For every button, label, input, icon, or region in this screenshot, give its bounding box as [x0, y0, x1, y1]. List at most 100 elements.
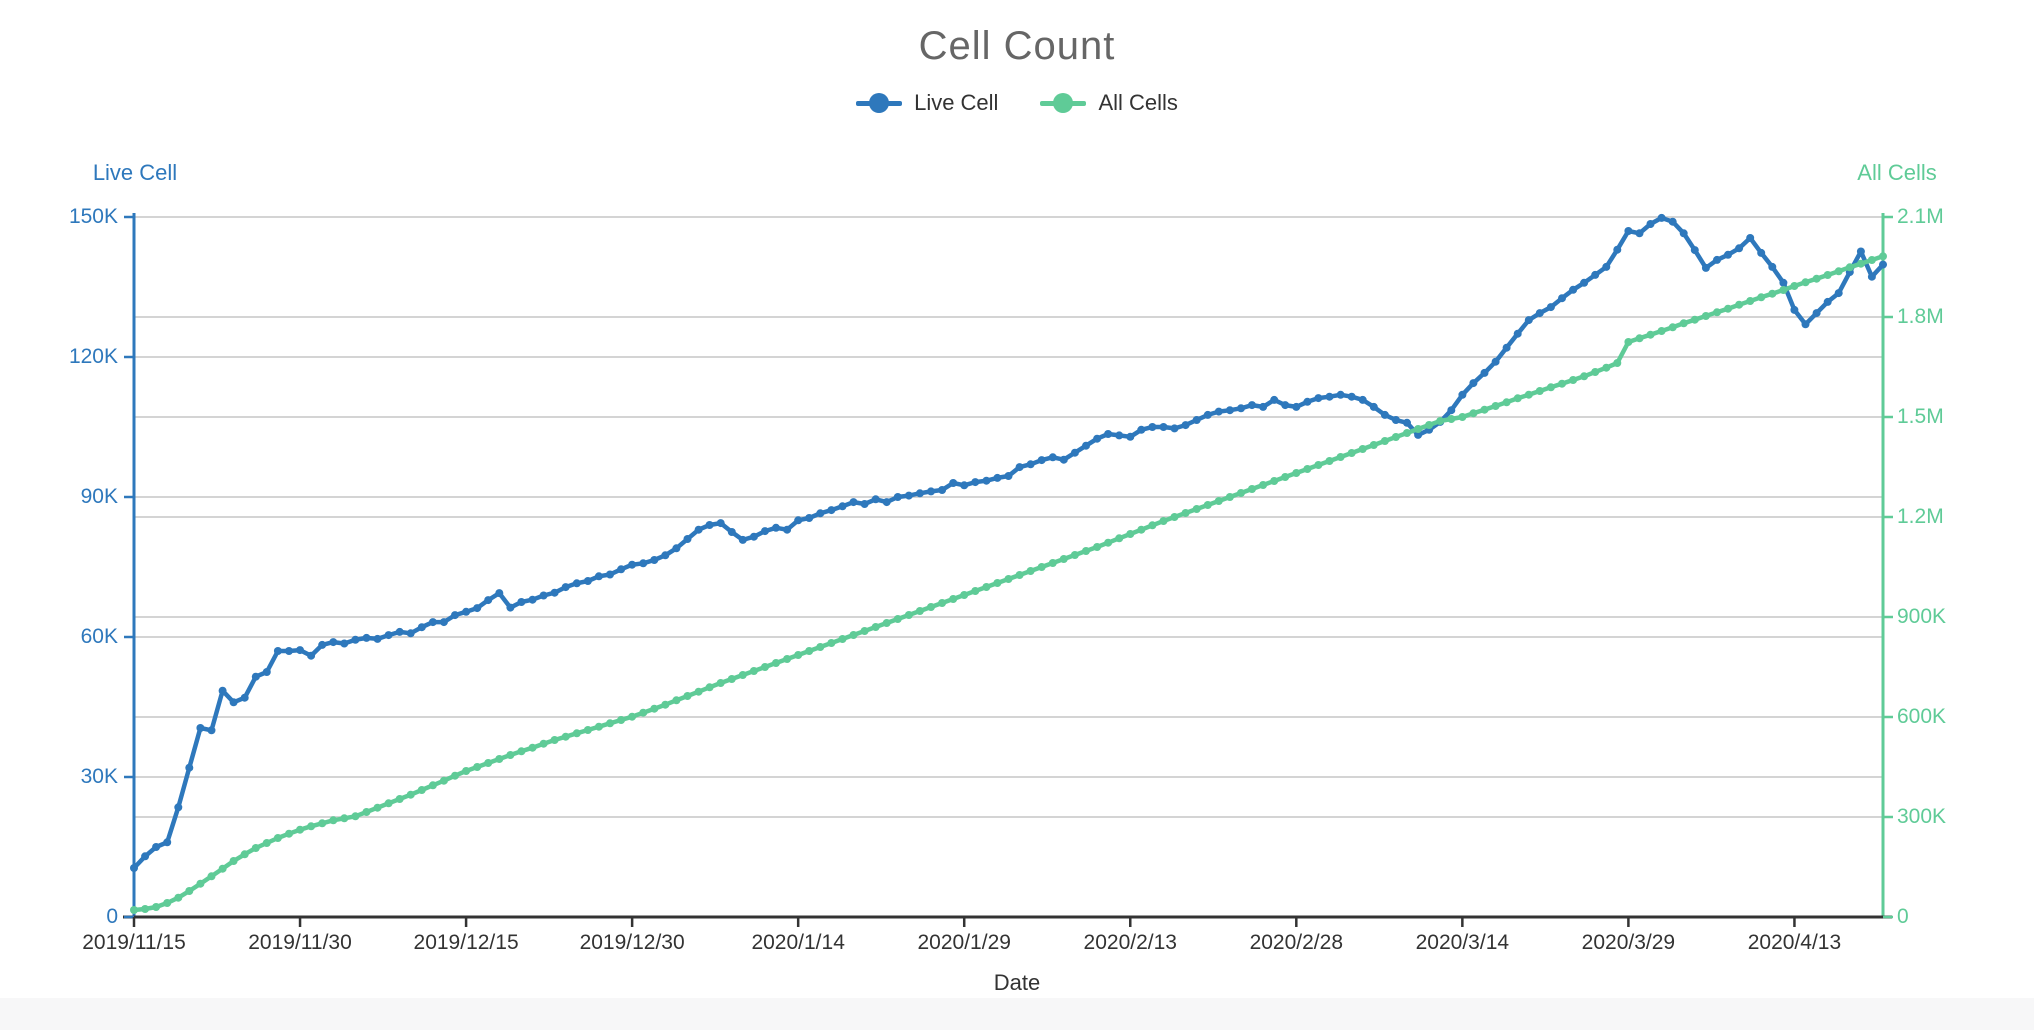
series-point — [838, 635, 847, 643]
series-point — [251, 844, 260, 852]
series-point — [1225, 493, 1234, 501]
series-point — [207, 872, 216, 881]
series-point — [1646, 330, 1655, 339]
series-point — [1237, 489, 1245, 497]
series-point — [1768, 262, 1777, 271]
series-point — [1591, 270, 1600, 279]
series-point — [849, 498, 858, 507]
series-point — [1480, 368, 1489, 377]
series-point — [539, 739, 548, 748]
series-point — [163, 899, 172, 907]
series-point — [993, 473, 1002, 482]
series-point — [130, 906, 138, 914]
series-point — [1502, 343, 1511, 352]
series-point — [628, 560, 637, 569]
series-point — [141, 852, 150, 861]
series-point — [1657, 327, 1666, 335]
series-point — [174, 803, 183, 812]
series-point — [1248, 401, 1256, 410]
series-point — [451, 611, 459, 620]
series-point — [617, 716, 626, 724]
legend-item-all-cells[interactable]: All Cells — [1040, 90, 1178, 116]
left-axis-tick-label: 30K — [80, 765, 118, 788]
series-point — [672, 544, 681, 553]
series-point — [727, 528, 736, 536]
series-point — [849, 631, 858, 639]
series-point — [296, 646, 304, 655]
series-point — [1303, 465, 1312, 473]
series-point — [1015, 463, 1024, 472]
series-point — [1790, 282, 1799, 290]
right-axis-tick-label: 300K — [1897, 805, 1947, 828]
series-point — [1845, 263, 1854, 272]
series-line-live-cell — [131, 215, 1886, 871]
series-point — [1801, 320, 1810, 329]
series-point — [218, 686, 227, 695]
series-point — [982, 476, 991, 485]
series-point — [1026, 567, 1035, 575]
x-axis-tick-label: 2019/11/15 — [82, 931, 186, 954]
series-point — [1369, 402, 1378, 411]
series-point — [927, 487, 935, 496]
series-point — [650, 704, 659, 713]
series-point — [1181, 509, 1190, 517]
series-point — [1812, 274, 1821, 283]
series-point — [816, 643, 825, 651]
series-point — [340, 639, 349, 648]
right-axis-tick-label: 1.5M — [1897, 405, 1944, 428]
series-point — [1779, 286, 1788, 294]
series-point — [960, 591, 969, 599]
series-point — [163, 838, 172, 847]
series-point — [428, 781, 437, 790]
series-point — [1270, 395, 1279, 404]
series-point — [528, 743, 537, 752]
series-point — [1591, 368, 1600, 376]
left-axis-tick-label: 60K — [80, 625, 118, 648]
series-point — [1524, 390, 1533, 399]
series-point — [871, 623, 880, 631]
series-point — [617, 565, 626, 574]
series-point — [373, 803, 382, 812]
legend-item-live-cell[interactable]: Live Cell — [856, 90, 998, 116]
series-point — [1879, 252, 1887, 261]
series-point — [1679, 319, 1688, 328]
series-point — [583, 577, 592, 585]
series-point — [606, 719, 614, 728]
series-point — [462, 607, 471, 616]
series-point — [218, 864, 227, 873]
series-point — [1480, 405, 1489, 414]
series-point — [1856, 259, 1865, 268]
series-point — [1391, 433, 1400, 441]
series-point — [1790, 305, 1799, 314]
series-point — [1026, 460, 1035, 469]
series-point — [185, 887, 194, 895]
series-point — [1159, 423, 1168, 431]
series-point — [1115, 534, 1124, 543]
series-point — [517, 747, 526, 756]
series-point — [1093, 434, 1102, 443]
series-point — [661, 700, 670, 709]
series-point — [318, 819, 327, 828]
series-point — [1569, 376, 1578, 384]
series-point — [329, 816, 338, 825]
legend: Live Cell All Cells — [0, 90, 2034, 116]
series-point — [1823, 297, 1832, 306]
series-point — [1668, 323, 1677, 332]
series-point — [528, 595, 537, 604]
series-point — [351, 812, 360, 821]
series-point — [949, 479, 958, 487]
series-point — [794, 516, 803, 525]
series-point — [550, 588, 559, 597]
series-point — [417, 786, 426, 794]
series-point — [772, 523, 780, 532]
series-point — [1646, 220, 1655, 228]
series-point — [783, 655, 792, 663]
series-point — [1082, 441, 1090, 450]
series-point — [1270, 477, 1279, 485]
x-axis-tick-label: 2020/3/29 — [1581, 931, 1676, 954]
series-point — [1037, 456, 1046, 465]
series-point — [1657, 213, 1666, 222]
series-point — [1325, 392, 1334, 401]
series-point — [1558, 379, 1566, 388]
series-point — [594, 572, 603, 581]
